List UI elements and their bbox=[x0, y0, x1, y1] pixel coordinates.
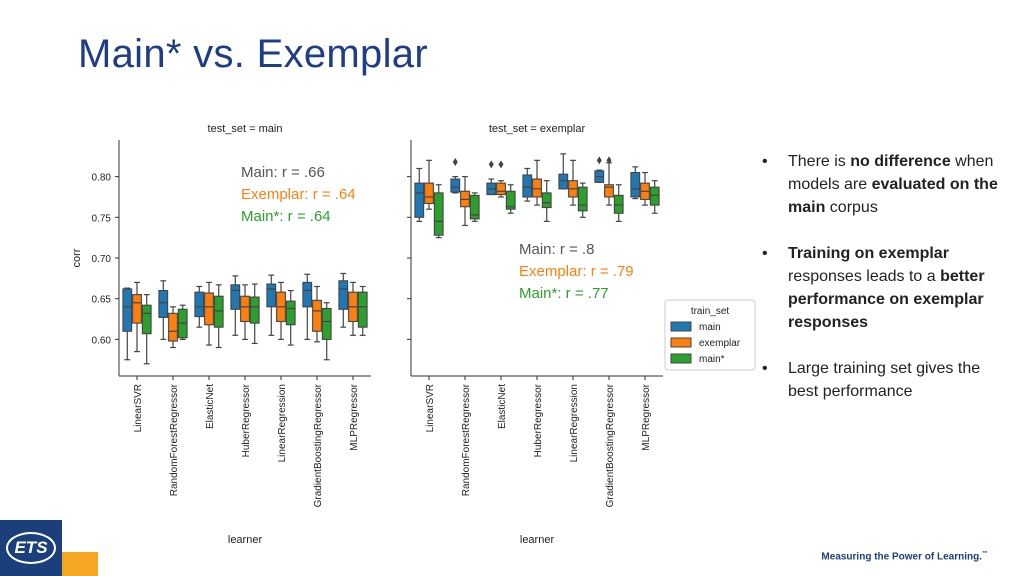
y-tick-label: 0.65 bbox=[92, 295, 112, 306]
correlation-annotation: Main: r = .8 bbox=[519, 241, 594, 258]
x-tick-label: MLPRegressor bbox=[641, 383, 652, 450]
box-exemplar bbox=[204, 292, 214, 326]
box-main-star bbox=[541, 192, 552, 209]
box-main-star bbox=[433, 192, 444, 236]
legend-box bbox=[664, 299, 756, 371]
box-main bbox=[302, 281, 313, 308]
box-main-star bbox=[505, 190, 516, 210]
bullet-dot-icon: • bbox=[762, 153, 768, 170]
outlier-point bbox=[596, 156, 602, 165]
x-axis-label: learner bbox=[228, 534, 263, 546]
x-tick-label: LinearRegression bbox=[277, 384, 288, 462]
y-tick-label: 0.60 bbox=[92, 335, 112, 346]
box-exemplar bbox=[312, 299, 322, 332]
panel-title: test_set = main bbox=[208, 123, 283, 135]
x-tick-label: LinearSVR bbox=[133, 384, 144, 432]
correlation-annotation: Main*: r = .64 bbox=[241, 208, 331, 225]
box-main bbox=[558, 173, 569, 190]
tagline: Measuring the Power of Learning.™ bbox=[821, 551, 988, 563]
box-main bbox=[158, 290, 169, 318]
box-main-star bbox=[469, 194, 480, 220]
x-axis-label: learner bbox=[520, 534, 555, 546]
box-main-star bbox=[649, 186, 660, 206]
box-exemplar bbox=[240, 295, 250, 323]
x-tick-label: ElasticNet bbox=[205, 384, 216, 429]
x-tick-label: HuberRegressor bbox=[533, 383, 544, 457]
box-exemplar bbox=[168, 312, 178, 342]
y-tick-label: 0.75 bbox=[92, 213, 112, 224]
y-tick-label: 0.80 bbox=[92, 173, 112, 184]
legend-label: main* bbox=[699, 354, 725, 365]
x-tick-label: GradientBoostingRegressor bbox=[605, 383, 616, 507]
x-tick-label: MLPRegressor bbox=[349, 383, 360, 450]
box-main-star bbox=[249, 296, 260, 324]
box-exemplar bbox=[132, 294, 142, 324]
box-main-star bbox=[613, 194, 624, 214]
box-main-star bbox=[285, 300, 296, 326]
legend-label: main bbox=[699, 322, 721, 333]
legend-swatch bbox=[670, 321, 692, 332]
box-main-star bbox=[577, 186, 588, 212]
box-main-star bbox=[321, 307, 332, 340]
outlier-point bbox=[606, 156, 612, 165]
bullet-text: There is no difference when models are e… bbox=[788, 153, 998, 216]
correlation-annotation: Exemplar: r = .79 bbox=[519, 263, 634, 280]
box-main bbox=[630, 172, 641, 198]
box-main bbox=[266, 283, 277, 308]
legend-swatch bbox=[670, 353, 692, 364]
box-exemplar bbox=[424, 182, 434, 205]
bullet-text: Training on exemplar responses leads to … bbox=[788, 245, 985, 331]
bullet-item: • There is no difference when models are… bbox=[762, 150, 1012, 219]
slide-title: Main* vs. Exemplar bbox=[78, 32, 428, 76]
ets-logo-text: ETS bbox=[6, 532, 56, 564]
bullet-item: • Training on exemplar responses leads t… bbox=[762, 242, 1012, 334]
box-main bbox=[522, 174, 533, 198]
box-main-star bbox=[357, 291, 368, 328]
bullet-list: • There is no difference when models are… bbox=[762, 150, 1012, 426]
outlier-point bbox=[452, 157, 458, 166]
panel-title: test_set = exemplar bbox=[489, 123, 586, 135]
box-main bbox=[450, 178, 461, 193]
bullet-dot-icon: • bbox=[762, 245, 768, 262]
box-exemplar bbox=[496, 182, 506, 196]
x-tick-label: HuberRegressor bbox=[241, 383, 252, 457]
legend-label: exemplar bbox=[699, 338, 741, 349]
outlier-point bbox=[488, 160, 494, 169]
x-tick-label: LinearSVR bbox=[425, 384, 436, 432]
x-tick-label: LinearRegression bbox=[569, 384, 580, 462]
box-main bbox=[122, 288, 133, 332]
box-main-star bbox=[213, 295, 224, 328]
box-exemplar bbox=[604, 184, 614, 198]
correlation-annotation: Main*: r = .77 bbox=[519, 285, 609, 302]
bullet-dot-icon: • bbox=[762, 360, 768, 377]
bullet-text: Large training set gives the best perfor… bbox=[788, 360, 981, 400]
brand-accent-block bbox=[62, 552, 98, 576]
box-exemplar bbox=[532, 178, 542, 198]
box-main bbox=[230, 284, 241, 310]
legend-title: train_set bbox=[691, 306, 730, 317]
legend-swatch bbox=[670, 337, 692, 348]
box-main bbox=[414, 182, 425, 218]
boxplot-figure: test_set = main 0.60 0.65 0.70 0.75 0.80 corr L… bbox=[71, 123, 756, 546]
bullet-item: • Large training set gives the best perf… bbox=[762, 357, 1012, 403]
x-tick-label: RandomForestRegressor bbox=[169, 383, 180, 496]
ets-logo: ETS bbox=[0, 520, 62, 576]
x-tick-label: RandomForestRegressor bbox=[461, 383, 472, 496]
y-tick-label: 0.70 bbox=[92, 254, 112, 265]
x-tick-label: GradientBoostingRegressor bbox=[313, 383, 324, 507]
y-axis-label: corr bbox=[71, 248, 83, 267]
box-main-star bbox=[141, 304, 152, 335]
x-tick-label: ElasticNet bbox=[497, 384, 508, 429]
box-main bbox=[194, 291, 205, 318]
box-main bbox=[338, 280, 349, 310]
correlation-annotation: Exemplar: r = .64 bbox=[241, 186, 356, 203]
outlier-point bbox=[498, 160, 504, 169]
correlation-annotation: Main: r = .66 bbox=[241, 164, 325, 181]
